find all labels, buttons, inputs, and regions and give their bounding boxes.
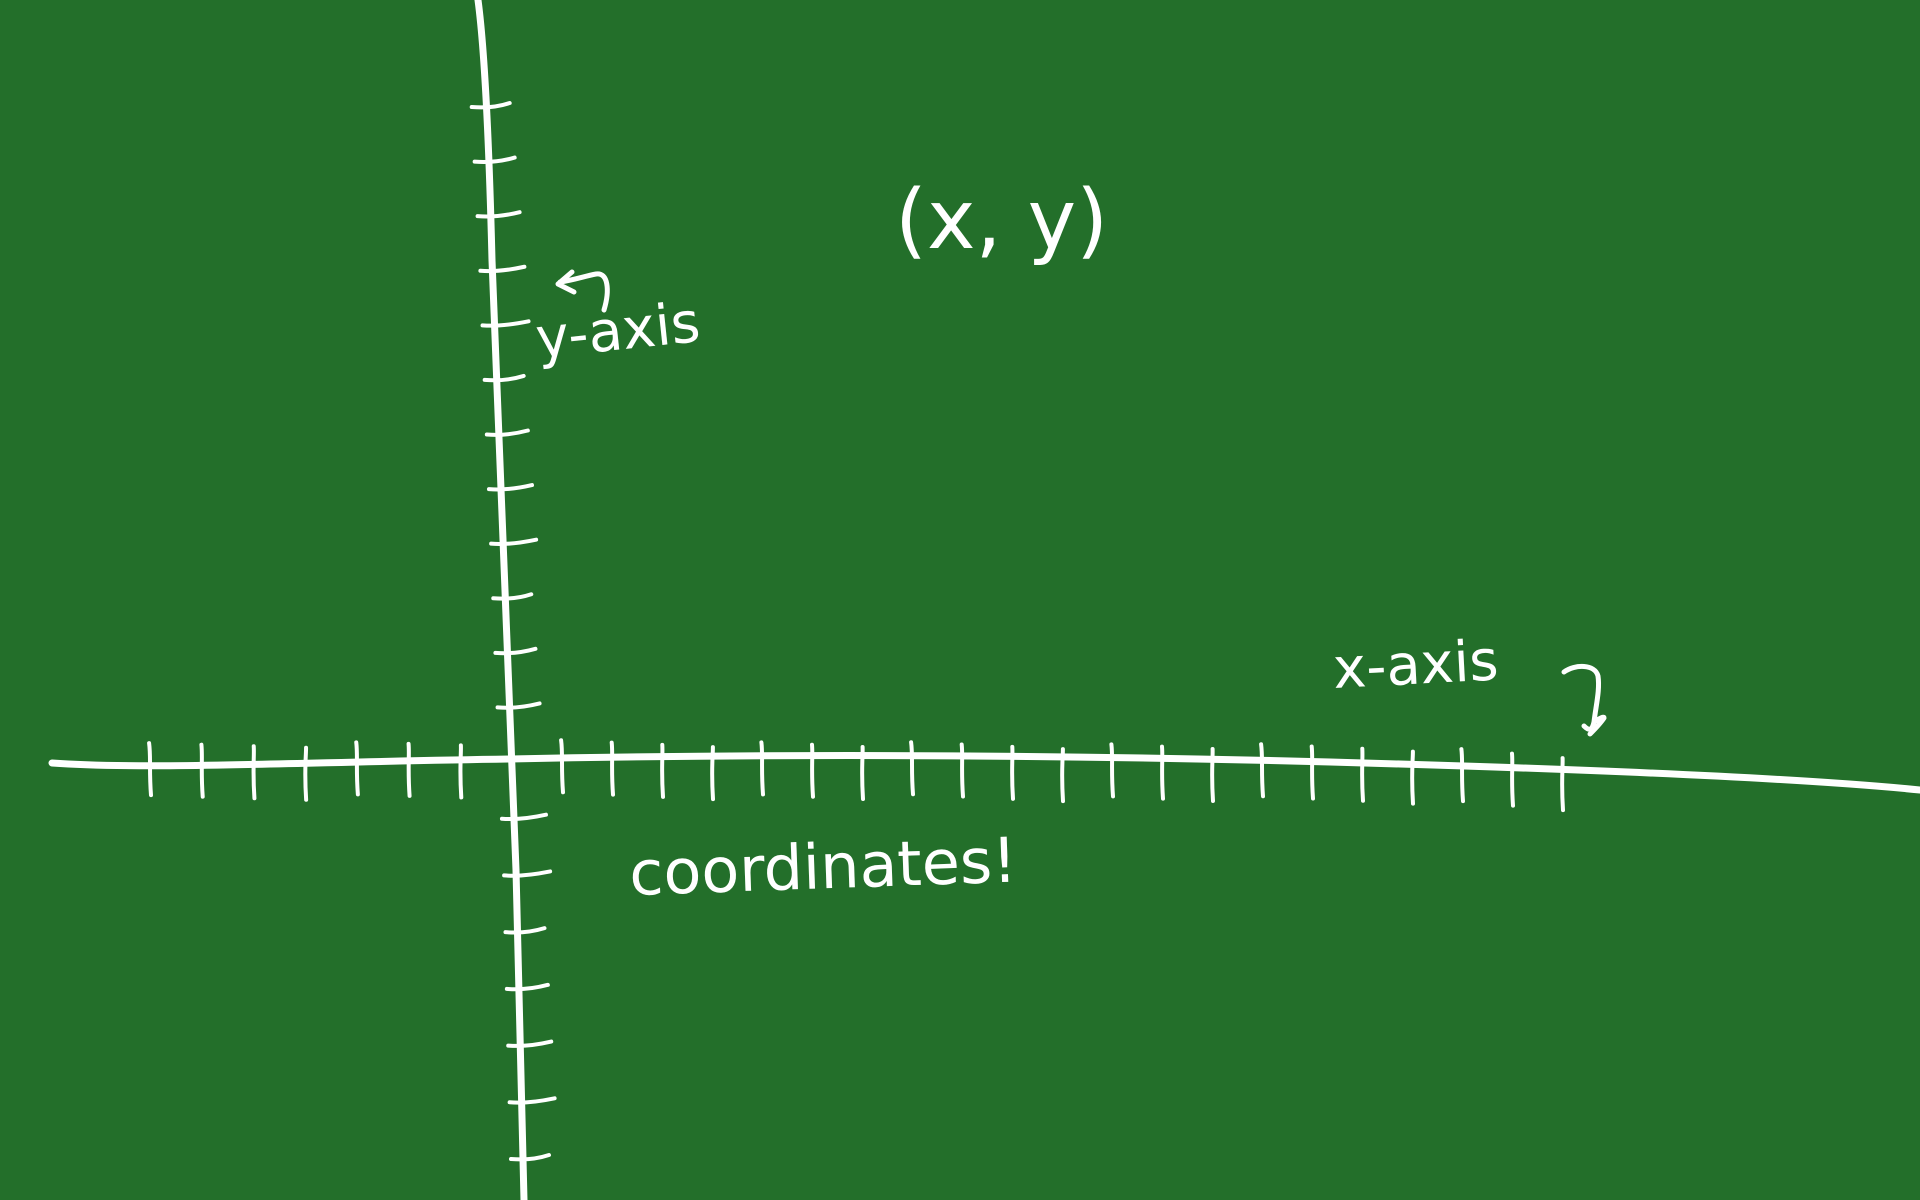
y-axis-tick	[475, 210, 522, 219]
x-axis-ticks	[147, 738, 1565, 813]
y-axis-tick	[504, 982, 550, 992]
x-axis-tick	[1510, 751, 1515, 808]
x-axis-tick	[1010, 744, 1015, 801]
y-axis-tick	[472, 155, 517, 164]
x-axis-tick	[660, 742, 665, 799]
x-axis-tick	[406, 741, 412, 798]
x-axis-tick	[609, 740, 615, 797]
y-axis-tick	[486, 483, 534, 492]
x-axis-tick	[1410, 749, 1415, 806]
y-axis-tick	[469, 101, 512, 110]
x-axis-tick	[147, 741, 153, 798]
y-axis-label: y-axis	[533, 290, 703, 372]
y-axis-tick	[506, 1039, 554, 1048]
y-axis-tick	[482, 373, 526, 383]
y-axis-pointer-arrow	[555, 269, 610, 313]
y-axis-tick	[499, 812, 548, 822]
x-axis-tick	[251, 744, 257, 801]
y-axis-tick	[484, 428, 530, 437]
y-axis-tick	[503, 926, 547, 935]
y-axis-tick	[489, 537, 539, 547]
x-axis-tick	[458, 743, 464, 800]
caption-label: coordinates!	[628, 823, 1018, 909]
y-axis-tick	[508, 1153, 551, 1162]
x-axis-pointer-arrow	[1561, 664, 1607, 737]
x-axis-tick	[1060, 747, 1065, 804]
x-axis-tick	[860, 744, 865, 801]
x-axis-tick	[1360, 746, 1365, 803]
x-axis-tick	[1210, 746, 1215, 803]
y-axis-tick	[478, 264, 527, 274]
x-axis-tick	[710, 745, 715, 802]
x-axis-tick	[810, 742, 815, 799]
y-axis-ticks	[469, 101, 557, 1162]
x-axis-line	[48, 752, 1920, 794]
y-axis-line	[474, 0, 528, 1200]
y-axis-tick	[491, 592, 534, 601]
y-axis-tick	[495, 701, 542, 710]
x-axis-label: x-axis	[1331, 628, 1500, 702]
x-axis-tick	[559, 738, 565, 795]
y-axis-tick	[480, 319, 531, 328]
x-axis-tick	[1259, 742, 1265, 799]
x-axis-tick	[1109, 742, 1115, 799]
x-axis-tick	[1459, 747, 1465, 804]
coordinate-pair-label: (x, y)	[895, 173, 1108, 268]
x-axis-tick	[1560, 756, 1565, 813]
x-axis-tick	[354, 740, 360, 797]
x-axis-tick	[1160, 744, 1165, 801]
x-axis-tick	[303, 745, 309, 802]
x-axis-tick	[199, 742, 205, 799]
x-axis-tick	[759, 740, 765, 797]
y-axis-tick	[493, 646, 538, 656]
x-axis-tick	[1309, 744, 1315, 801]
y-axis-tick	[502, 869, 553, 878]
x-axis-tick	[959, 742, 965, 799]
y-axis-tick	[507, 1096, 557, 1105]
x-axis-tick	[909, 740, 915, 797]
